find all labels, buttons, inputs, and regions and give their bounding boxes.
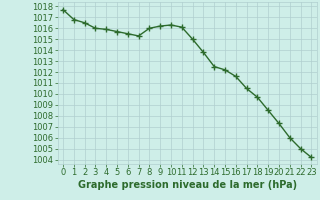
X-axis label: Graphe pression niveau de la mer (hPa): Graphe pression niveau de la mer (hPa): [78, 180, 297, 190]
